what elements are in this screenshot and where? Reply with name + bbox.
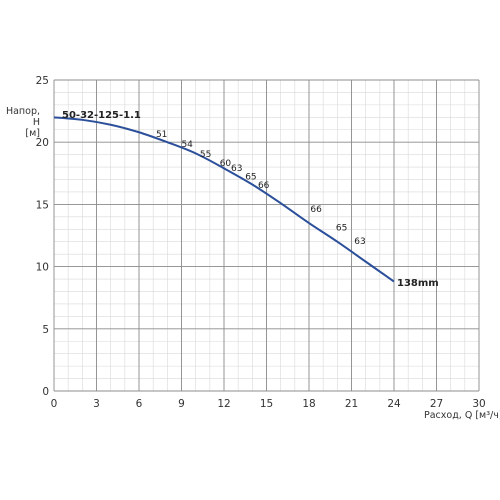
x-axis-label-text: Расход, Q [424, 410, 472, 421]
efficiency-label: 66 [258, 181, 270, 191]
y-tick-label: 20 [36, 137, 49, 149]
x-tick-label: 24 [387, 398, 401, 410]
curve-end-label: 138mm [397, 278, 439, 289]
x-tick-label: 30 [472, 398, 485, 410]
y-tick-label: 0 [42, 386, 49, 398]
x-tick-label: 0 [51, 398, 58, 410]
efficiency-label: 65 [245, 173, 256, 183]
efficiency-label: 55 [200, 150, 211, 160]
x-tick-label: 12 [217, 398, 230, 410]
y-tick-label: 5 [42, 324, 49, 336]
series-name-label: 50-32-125-1.1 [62, 110, 141, 121]
y-tick-label: 15 [36, 199, 49, 211]
x-tick-label: 9 [178, 398, 185, 410]
efficiency-label: 65 [336, 224, 347, 234]
y-axis-label-line-3: [м] [25, 128, 40, 139]
series-group [53, 116, 395, 283]
x-tick-label: 18 [302, 398, 315, 410]
x-tick-label: 21 [345, 398, 358, 410]
x-tick-label: 27 [430, 398, 443, 410]
y-axis-label-line-2: H [33, 117, 40, 128]
efficiency-label: 60 [220, 159, 232, 169]
major-grid [53, 79, 480, 392]
y-tick-label: 25 [36, 75, 49, 87]
x-axis-label-unit: [м³/ч] [475, 410, 500, 421]
efficiency-label: 54 [181, 140, 193, 150]
series-line [53, 116, 395, 283]
efficiency-label: 51 [156, 130, 167, 140]
y-axis-label-line-1: Напор, [6, 106, 40, 117]
x-tick-label: 15 [260, 398, 273, 410]
x-tick-label: 3 [93, 398, 100, 410]
efficiency-label: 63 [231, 164, 242, 174]
y-tick-label: 10 [36, 262, 49, 274]
efficiency-label: 66 [310, 205, 322, 215]
y-tick-labels: 0 5 10 15 20 25 [36, 75, 49, 398]
x-tick-labels: 0 3 6 9 12 15 18 21 24 27 30 [51, 398, 486, 410]
x-tick-label: 6 [136, 398, 143, 410]
x-axis-label: Расход, Q [м³/ч] [424, 410, 500, 421]
efficiency-label: 63 [354, 237, 365, 247]
